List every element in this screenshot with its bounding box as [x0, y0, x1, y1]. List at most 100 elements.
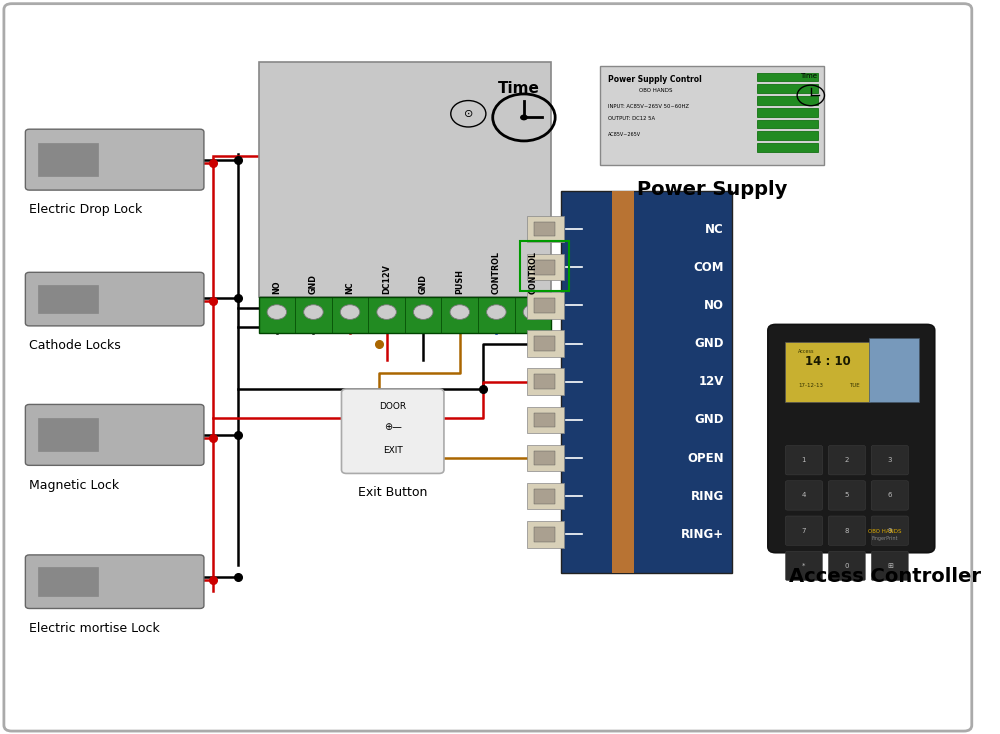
Text: EXIT: EXIT	[383, 446, 403, 455]
Text: ⊙: ⊙	[464, 109, 473, 119]
FancyBboxPatch shape	[785, 342, 870, 402]
Circle shape	[304, 305, 323, 319]
Text: OUTPUT: DC12 5A: OUTPUT: DC12 5A	[608, 116, 655, 121]
FancyBboxPatch shape	[534, 336, 555, 351]
FancyBboxPatch shape	[768, 324, 935, 553]
Text: Power Supply: Power Supply	[637, 180, 787, 199]
FancyBboxPatch shape	[25, 404, 204, 465]
FancyBboxPatch shape	[785, 516, 823, 545]
FancyBboxPatch shape	[527, 254, 564, 280]
Text: ⊕—: ⊕—	[384, 422, 402, 432]
FancyBboxPatch shape	[828, 446, 865, 475]
FancyBboxPatch shape	[534, 260, 555, 275]
FancyBboxPatch shape	[527, 407, 564, 433]
Text: *: *	[802, 563, 806, 569]
Text: DOOR: DOOR	[379, 402, 406, 411]
FancyBboxPatch shape	[534, 489, 555, 504]
Circle shape	[487, 305, 506, 319]
FancyBboxPatch shape	[828, 481, 865, 510]
Text: GND: GND	[419, 274, 428, 294]
Text: Cathode Locks: Cathode Locks	[29, 339, 121, 352]
FancyBboxPatch shape	[871, 516, 908, 545]
FancyBboxPatch shape	[757, 73, 818, 81]
Text: DC12V: DC12V	[382, 264, 391, 294]
Text: Time: Time	[498, 81, 539, 95]
FancyBboxPatch shape	[871, 481, 908, 510]
Text: Magnetic Lock: Magnetic Lock	[29, 479, 119, 492]
Text: CONTROL: CONTROL	[528, 250, 537, 294]
FancyBboxPatch shape	[785, 551, 823, 581]
Text: NO: NO	[704, 299, 724, 312]
FancyBboxPatch shape	[757, 108, 818, 117]
Text: Time: Time	[800, 73, 817, 79]
Text: TUE: TUE	[849, 383, 860, 388]
Text: Access Controller: Access Controller	[789, 567, 981, 586]
FancyBboxPatch shape	[612, 191, 634, 573]
FancyBboxPatch shape	[757, 96, 818, 105]
Text: 2: 2	[845, 457, 849, 463]
Text: OPEN: OPEN	[687, 451, 724, 465]
FancyBboxPatch shape	[871, 446, 908, 475]
Circle shape	[267, 305, 287, 319]
FancyBboxPatch shape	[828, 516, 865, 545]
FancyBboxPatch shape	[25, 129, 204, 190]
FancyBboxPatch shape	[38, 143, 98, 176]
Circle shape	[520, 115, 528, 120]
Text: OBO HANDS: OBO HANDS	[868, 528, 901, 534]
FancyBboxPatch shape	[25, 272, 204, 326]
FancyBboxPatch shape	[527, 483, 564, 509]
Text: FingerPrint: FingerPrint	[871, 536, 898, 541]
Circle shape	[523, 305, 543, 319]
Text: Power Supply Control: Power Supply Control	[608, 75, 702, 84]
Text: RING: RING	[691, 490, 724, 503]
FancyBboxPatch shape	[534, 298, 555, 313]
FancyBboxPatch shape	[259, 62, 551, 297]
Text: 3: 3	[888, 457, 892, 463]
Text: 6: 6	[888, 493, 892, 498]
Text: Electric Drop Lock: Electric Drop Lock	[29, 203, 143, 217]
Text: RING+: RING+	[681, 528, 724, 541]
FancyBboxPatch shape	[869, 338, 919, 402]
Text: GND: GND	[694, 337, 724, 350]
FancyBboxPatch shape	[38, 567, 98, 596]
FancyBboxPatch shape	[600, 66, 824, 165]
FancyBboxPatch shape	[527, 521, 564, 548]
FancyBboxPatch shape	[341, 389, 444, 473]
Text: 17-12-13: 17-12-13	[798, 383, 823, 388]
FancyBboxPatch shape	[757, 84, 818, 93]
Text: ⊞: ⊞	[887, 563, 893, 569]
Text: GND: GND	[309, 274, 318, 294]
FancyBboxPatch shape	[828, 551, 865, 581]
FancyBboxPatch shape	[534, 527, 555, 542]
FancyBboxPatch shape	[757, 120, 818, 128]
Circle shape	[377, 305, 396, 319]
Text: Electric mortise Lock: Electric mortise Lock	[29, 622, 160, 635]
Text: NO: NO	[272, 280, 281, 294]
Text: 4: 4	[802, 493, 806, 498]
Text: NC: NC	[346, 281, 355, 294]
FancyBboxPatch shape	[527, 368, 564, 395]
FancyBboxPatch shape	[259, 297, 551, 333]
Text: CONTROL: CONTROL	[492, 250, 501, 294]
FancyBboxPatch shape	[534, 222, 555, 236]
FancyBboxPatch shape	[38, 285, 98, 313]
FancyBboxPatch shape	[4, 4, 972, 731]
Text: AC85V~265V: AC85V~265V	[608, 132, 641, 137]
FancyBboxPatch shape	[757, 131, 818, 140]
Text: INPUT: AC85V~265V 50~60HZ: INPUT: AC85V~265V 50~60HZ	[608, 104, 689, 109]
FancyBboxPatch shape	[871, 551, 908, 581]
FancyBboxPatch shape	[38, 418, 98, 451]
FancyBboxPatch shape	[527, 445, 564, 471]
Text: Access: Access	[798, 349, 815, 354]
Text: 14 : 10: 14 : 10	[805, 355, 851, 368]
Text: 9: 9	[888, 528, 892, 534]
Text: 7: 7	[802, 528, 806, 534]
Text: 5: 5	[845, 493, 849, 498]
FancyBboxPatch shape	[534, 374, 555, 389]
Text: PUSH: PUSH	[455, 269, 464, 294]
FancyBboxPatch shape	[561, 191, 732, 573]
Text: 1: 1	[802, 457, 806, 463]
FancyBboxPatch shape	[534, 451, 555, 465]
Text: GND: GND	[694, 413, 724, 426]
FancyBboxPatch shape	[757, 143, 818, 152]
